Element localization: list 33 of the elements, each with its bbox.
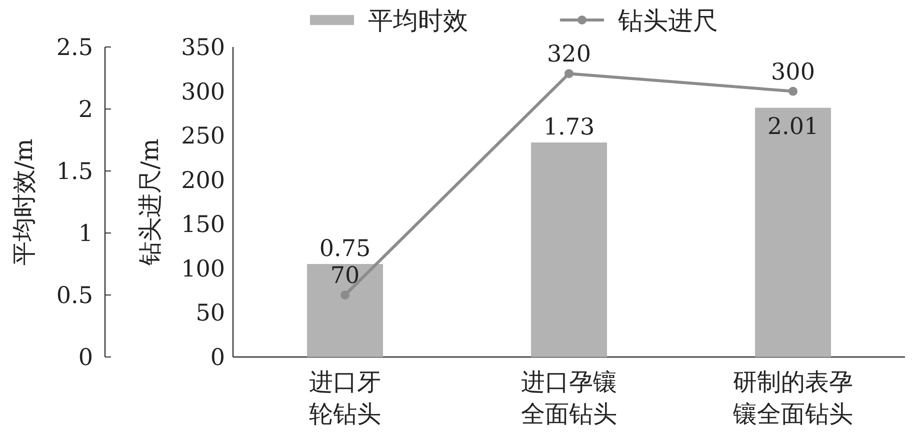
y2-tick-label: 2 [78,97,93,123]
data-label: 300 [771,59,815,86]
y-tick-label: 300 [181,79,225,106]
y-tick-label: 150 [181,212,225,238]
y2-tick-label: 0 [78,345,93,371]
x-tick-label: 进口孕镶全面钻头 [521,368,617,428]
data-label: 70 [330,263,360,289]
y-tick-label: 0 [210,345,225,371]
y-axis-title: 钻头进尺/m [136,138,164,266]
y-tick-label: 100 [181,256,225,282]
y2-tick-label: 1.5 [56,159,93,185]
y-tick-label: 200 [181,168,225,194]
y-tick-label: 50 [196,300,225,327]
data-label: 2.01 [767,114,819,140]
y2-tick-label: 2.5 [56,35,93,61]
bar [531,142,607,357]
legend-label: 钻头进尺 [617,6,718,35]
x-tick-label: 进口牙轮钻头 [309,368,381,428]
legend-label: 平均时效 [368,6,468,35]
x-tick-label: 研制的表孕镶全面钻头 [732,368,853,428]
data-label: 1.73 [543,114,595,140]
bar [755,108,831,357]
y-tick-label: 250 [181,124,225,150]
data-label: 0.75 [319,236,371,262]
y2-tick-label: 0.5 [56,283,93,309]
y2-tick-label: 1 [78,221,93,247]
point [564,69,574,78]
bar [307,264,383,357]
y-tick-label: 350 [181,35,225,61]
point [788,86,798,96]
y2-axis-title: 平均时效/m [10,138,38,266]
point [340,290,350,300]
data-label: 320 [547,42,591,68]
